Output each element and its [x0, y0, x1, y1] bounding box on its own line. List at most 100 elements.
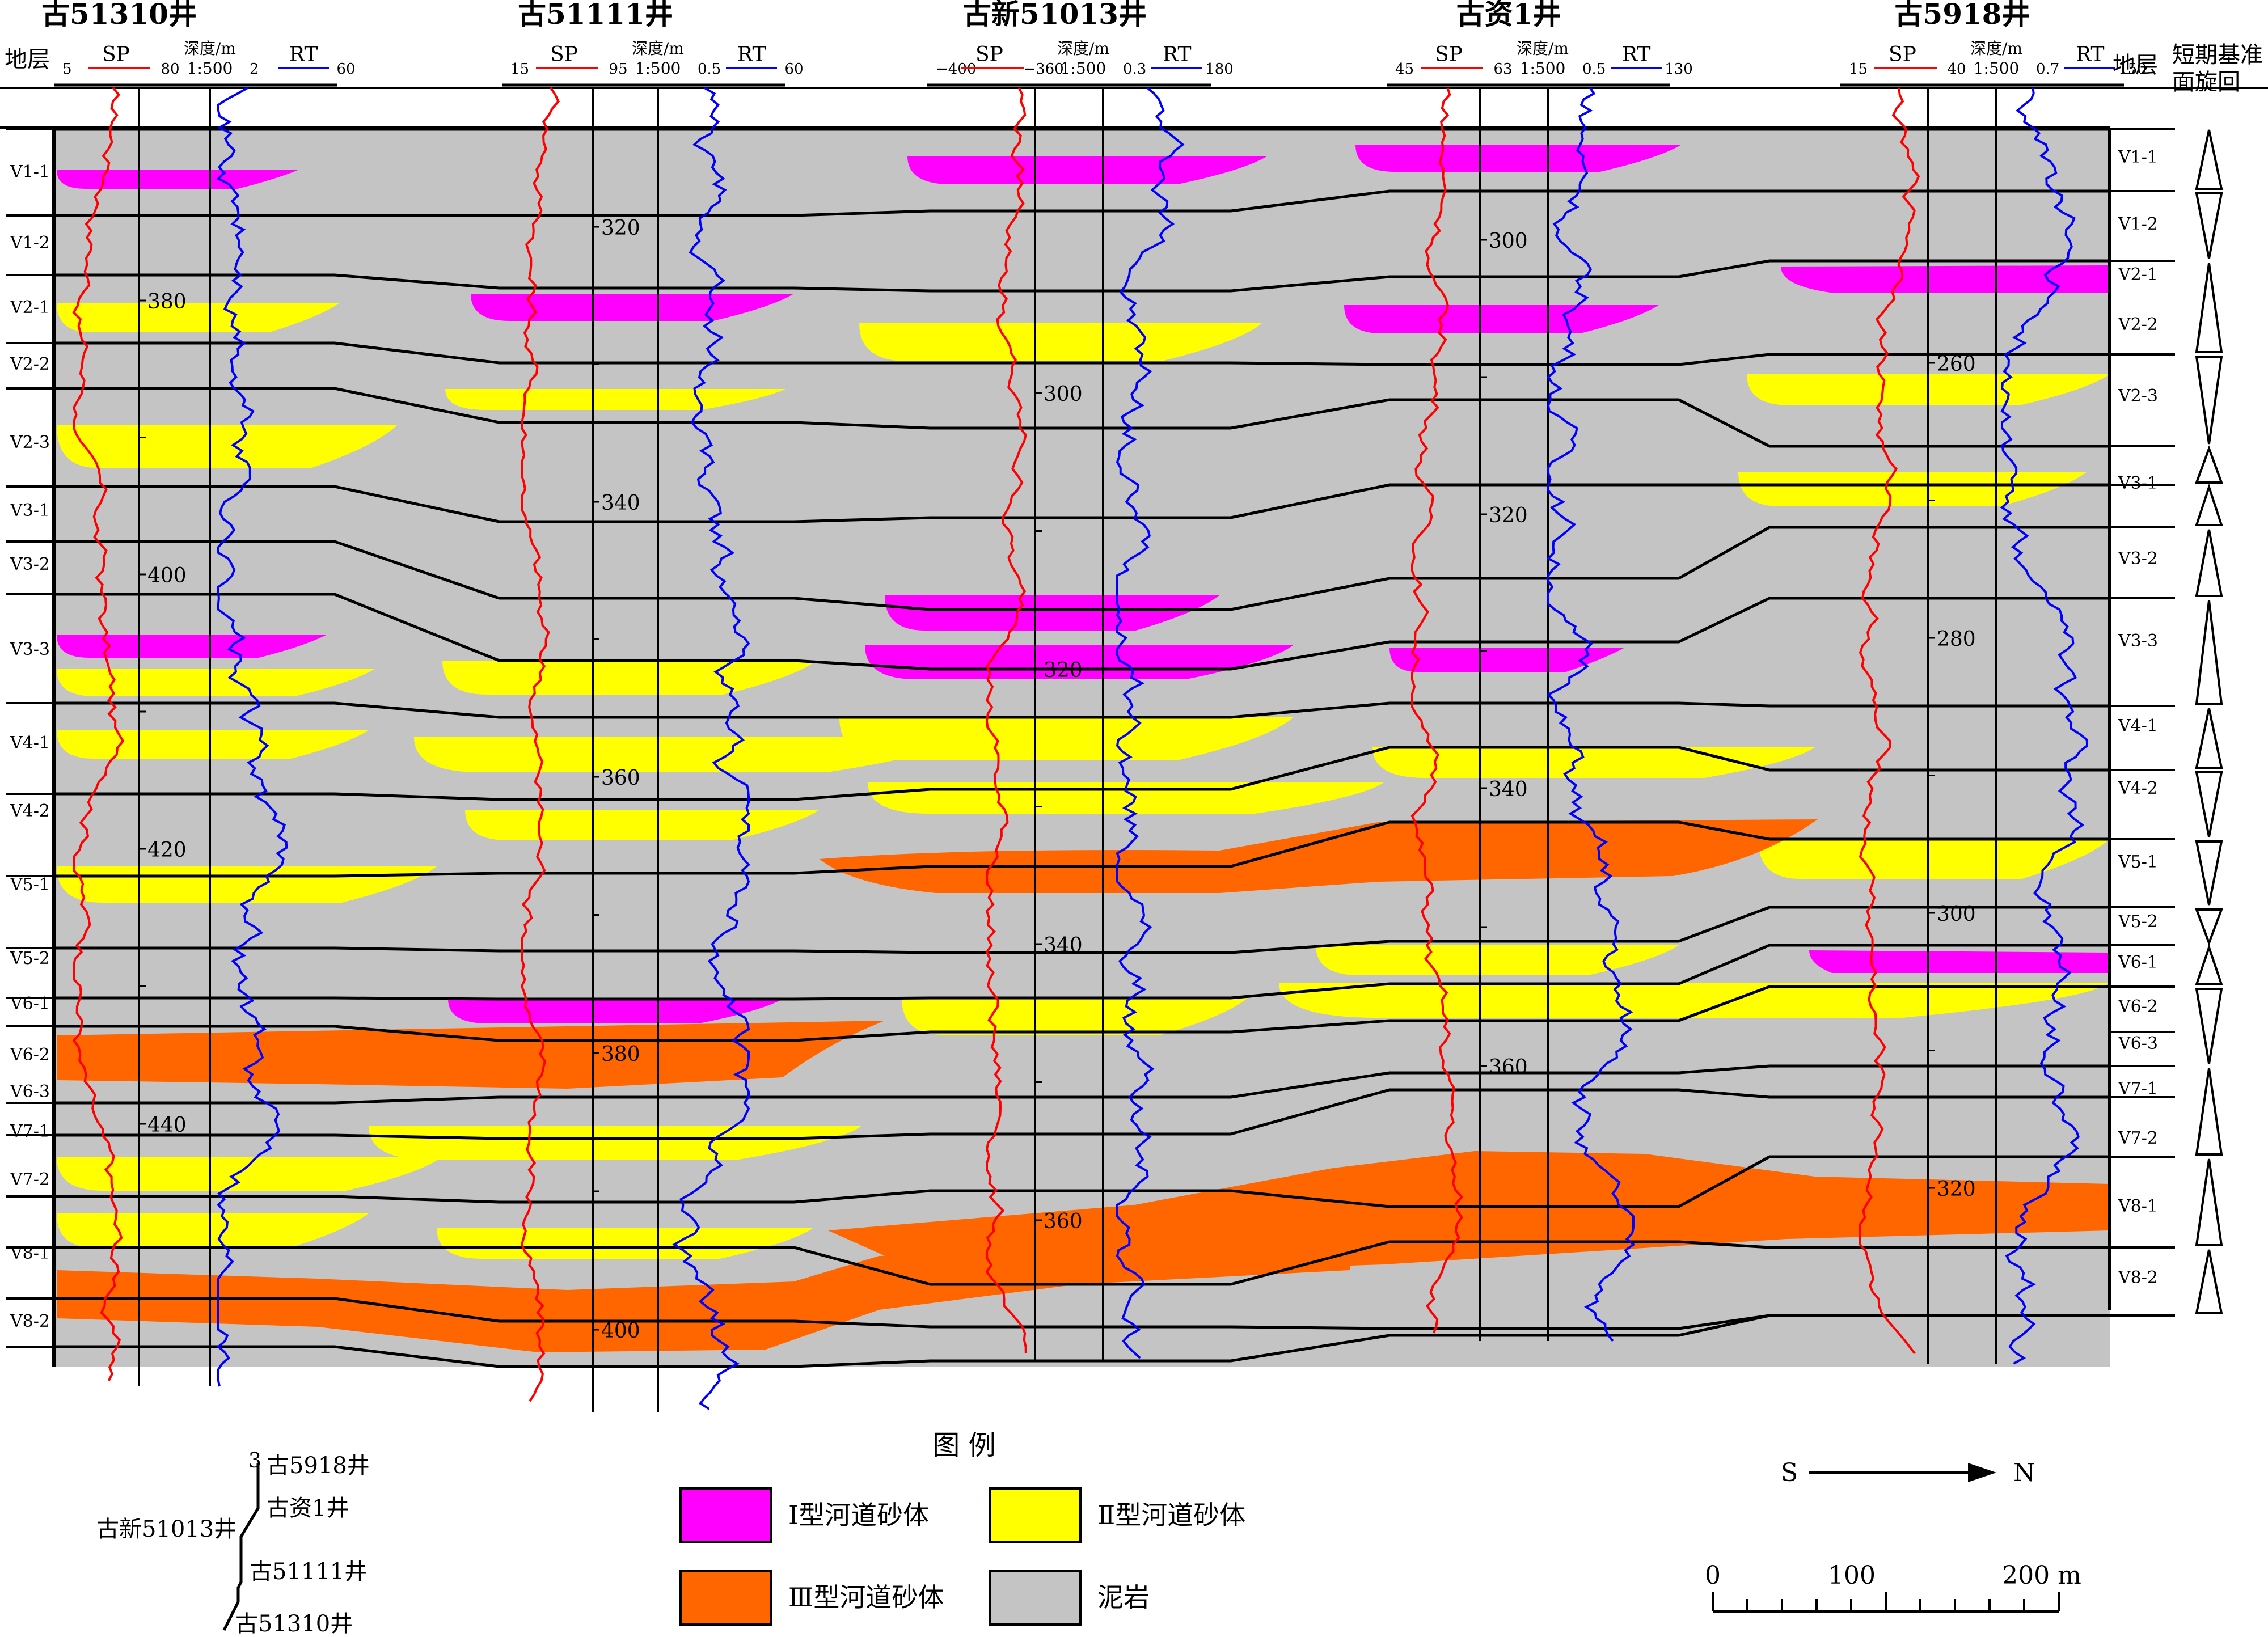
left-layer-label: V3-2	[10, 555, 50, 574]
depth-tick-label: 380	[147, 290, 187, 314]
type1-sand	[57, 170, 298, 189]
location-well-label: 古51310井	[235, 1611, 353, 1637]
rt-curve	[672, 87, 750, 1410]
depth-tick-label: 320	[601, 217, 640, 240]
type2-sand	[902, 998, 1248, 1035]
right-layer-label: V2-2	[2118, 315, 2158, 335]
left-layer-label: V1-1	[10, 162, 50, 182]
type3-sand	[820, 819, 1818, 893]
correlation-line	[54, 746, 2110, 801]
depth-tick-label: 440	[147, 1114, 187, 1137]
layer-header-right: 地层	[2113, 52, 2158, 78]
sand-bodies	[57, 145, 2110, 1352]
right-layer-label: V8-2	[2118, 1268, 2158, 1288]
sp-label: SP	[1435, 43, 1463, 66]
type1-sand	[1781, 265, 2110, 293]
right-layer-label: V8-1	[2118, 1196, 2158, 1216]
type2-sand	[839, 717, 1293, 760]
direction-south: S	[1781, 1458, 1798, 1487]
type2-sand	[57, 1213, 369, 1247]
type2-sand	[859, 323, 1262, 361]
right-layer-label: V5-2	[2118, 912, 2158, 932]
depth-tick-label: 340	[1489, 778, 1528, 801]
type2-sand	[1316, 945, 1679, 975]
depth-tick-label: 320	[1044, 659, 1083, 682]
rt-label: RT	[289, 43, 318, 66]
legend-swatch-type3	[679, 1570, 772, 1626]
rt-label: RT	[1622, 43, 1650, 66]
location-well-label: 古5918井	[267, 1453, 370, 1479]
legend-swatch-type1	[679, 1487, 772, 1543]
correlation-line	[54, 483, 2110, 523]
depth-tick-label: 320	[1937, 1178, 1976, 1201]
well-title: 古5918井	[1894, 0, 2030, 31]
cycle-triangle	[2195, 1158, 2223, 1246]
left-layer-label: V2-1	[10, 298, 50, 318]
type1-sand	[1355, 145, 1682, 172]
left-layer-labels: V1-1 V1-2 V2-1 V2-2 V2-3 V3-1 V3-2 V3-3 V4-1 V4-2…	[6, 128, 54, 1348]
correlation-line	[54, 387, 2110, 448]
location-well-label: 古51111井	[250, 1559, 367, 1585]
right-layer-label: V6-1	[2118, 953, 2158, 972]
cycle-triangle	[2195, 771, 2223, 837]
rt-curve	[2000, 87, 2089, 1365]
sp-min-label: 15	[510, 61, 529, 78]
right-layer-label: V6-3	[2118, 1034, 2158, 1054]
type2-sand	[465, 810, 820, 840]
depth-tick-label: 400	[147, 564, 187, 587]
sp-max-label: 63	[1493, 61, 1512, 78]
sp-max-label: −360	[1023, 61, 1063, 78]
legend-swatch-type2	[989, 1487, 1082, 1543]
legend-label-mudstone: 泥岩	[1097, 1582, 1150, 1613]
correlation-lines	[0, 87, 2268, 1368]
sp-label: SP	[1889, 43, 1916, 66]
correlation-line	[54, 906, 2110, 954]
correlation-line	[54, 341, 2110, 366]
right-layer-labels: V1-1 V1-2 V2-1 V2-2 V2-3 V3-1 V3-2 V3-3 V4-1 V4-2…	[2110, 128, 2175, 1317]
rt-max-label: 130	[1665, 61, 1693, 78]
left-layer-label: V7-2	[10, 1170, 50, 1190]
sp-max-label: 95	[609, 61, 627, 78]
well-title: 古51310井	[41, 0, 197, 31]
scale-label: 1:500	[1520, 59, 1566, 78]
direction-north: N	[2013, 1458, 2035, 1487]
correlation-line	[54, 1155, 2110, 1208]
location-path	[222, 1463, 260, 1631]
well-header: 15 SP 95 深度/m1:500 0.5 RT 60	[502, 39, 804, 87]
left-layer-label: V4-2	[10, 801, 50, 821]
correlation-line	[54, 1240, 2110, 1286]
well-header: 5 SP 80 深度/m1:500 2 RT 60	[54, 39, 356, 87]
cycle-triangles	[2195, 129, 2223, 1314]
type1-sand	[1344, 305, 1659, 333]
right-layer-label: V7-1	[2118, 1079, 2158, 1099]
legend-label-type2: Ⅱ型河道砂体	[1097, 1500, 1245, 1530]
well-title: 古资1井	[1456, 0, 1561, 31]
depth-tick-label: 260	[1937, 353, 1976, 376]
type2-sand	[1758, 839, 2110, 879]
cycle-triangle	[2195, 129, 2223, 190]
correlation-line	[54, 526, 2110, 611]
well-title: 古新51013井	[963, 0, 1147, 31]
type2-sand	[57, 303, 340, 332]
scale-bar-label: 0	[1705, 1561, 1721, 1590]
depth-tick-label: 320	[1489, 504, 1528, 527]
cycle-triangle	[2195, 944, 2223, 985]
sp-min-label: 15	[1849, 61, 1868, 78]
sp-label: SP	[550, 43, 578, 66]
left-layer-label: V8-2	[10, 1312, 50, 1331]
depth-label: 深度/m	[184, 39, 236, 58]
left-layer-label: V6-2	[10, 1045, 50, 1065]
legend-label-type1: Ⅰ型河道砂体	[788, 1500, 929, 1530]
correlation-line	[54, 1297, 2110, 1330]
depth-tick-label: 340	[1044, 934, 1083, 957]
depth-tick-label: 340	[601, 492, 640, 515]
left-layer-label: V2-3	[10, 433, 50, 452]
sp-max-label: 80	[161, 61, 179, 78]
cycle-triangle	[2195, 356, 2223, 445]
depth-tick-label: 360	[601, 767, 640, 790]
sp-curve	[1410, 87, 1464, 1334]
layer-header-left: 地层	[5, 46, 50, 73]
rt-min-label: 0.3	[1123, 61, 1146, 78]
rt-curve	[1546, 87, 1636, 1342]
